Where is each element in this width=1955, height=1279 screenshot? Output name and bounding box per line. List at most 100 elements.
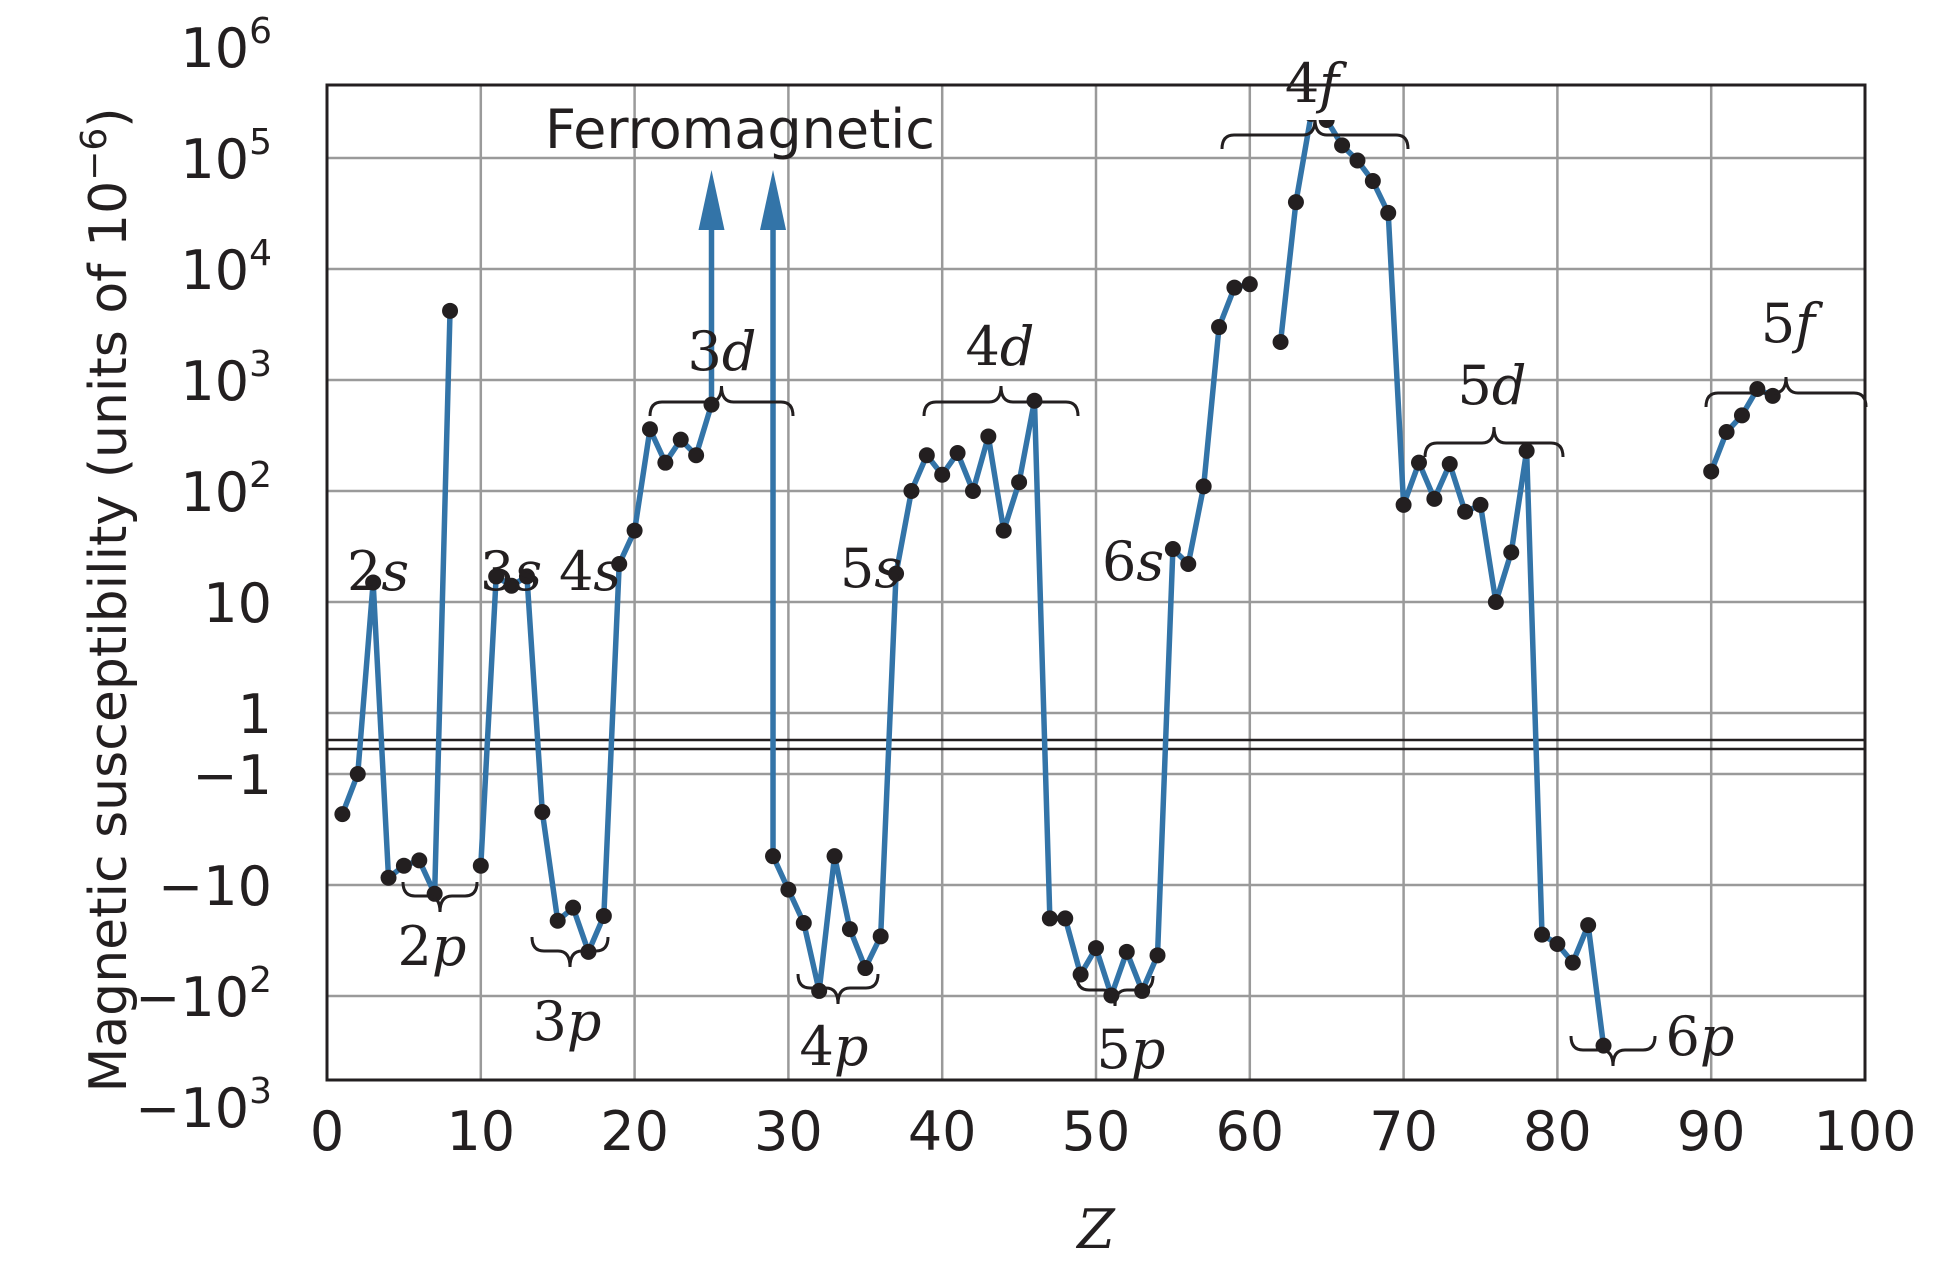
- data-point: [765, 848, 782, 865]
- data-point: [795, 915, 812, 932]
- shell-label: 5d: [1458, 354, 1527, 417]
- data-point: [1749, 380, 1766, 397]
- label-backdrop: [1262, 60, 1357, 120]
- data-point: [1487, 594, 1504, 610]
- data-point: [1503, 544, 1520, 561]
- data-point: [1041, 910, 1058, 927]
- data-point: [1011, 474, 1028, 491]
- x-tick-labels: 0 10 20 30 40 50 60 70 80 90 100: [310, 1100, 1917, 1163]
- data-point: [980, 428, 997, 445]
- data-point: [442, 302, 459, 319]
- x-tick-label: 0: [310, 1100, 344, 1163]
- y-axis-label-close: ): [79, 107, 139, 127]
- shell-brace: [1569, 1035, 1657, 1067]
- y-tick-label: 10: [203, 572, 272, 635]
- data-point: [334, 806, 351, 823]
- data-point: [565, 899, 582, 916]
- y-tick-label: 102: [180, 455, 272, 524]
- data-point: [611, 555, 628, 572]
- zero-band: [327, 738, 1865, 751]
- data-point: [872, 928, 889, 945]
- data-point: [1364, 173, 1381, 190]
- ferromagnetic-arrows: [698, 170, 787, 230]
- shell-label: 5p: [1097, 1018, 1166, 1081]
- data-point: [672, 431, 689, 448]
- shell-label: 6p: [1666, 1005, 1735, 1068]
- plot-frame: [325, 83, 1867, 1082]
- shell-label: 2p: [398, 915, 467, 978]
- data-point: [1195, 478, 1212, 495]
- y-tick-label: −1: [192, 744, 272, 807]
- data-point: [1334, 137, 1351, 154]
- y-tick-label: −10: [158, 855, 272, 918]
- shell-brace: [1704, 376, 1868, 408]
- data-point: [1211, 319, 1228, 336]
- shell-brace: [922, 385, 1080, 417]
- x-tick-label: 90: [1677, 1100, 1746, 1163]
- x-tick-label: 50: [1062, 1100, 1131, 1163]
- shell-label: 4s: [559, 540, 621, 603]
- data-point: [1287, 194, 1304, 211]
- data-point: [1226, 279, 1243, 296]
- data-point: [1718, 424, 1735, 441]
- data-point: [1426, 490, 1443, 507]
- x-tick-label: 20: [600, 1100, 669, 1163]
- shell-label: 3p: [533, 990, 602, 1053]
- y-tick-label: −103: [135, 1071, 272, 1140]
- y-tick-label: 105: [180, 122, 272, 191]
- shell-brace: [1423, 426, 1565, 458]
- data-point: [1118, 943, 1135, 960]
- shell-label: 3d: [688, 320, 757, 383]
- ferromagnetic-arrow: [760, 170, 787, 230]
- shell-brace: [1075, 975, 1155, 1007]
- shell-annotations: Ferromagnetic2s2p3s3p4s3d4p5s4d5p6s4f5d6…: [347, 52, 1868, 1081]
- grid: [327, 85, 1865, 1080]
- data-point: [1733, 407, 1750, 424]
- y-tick-label: 104: [180, 233, 272, 302]
- data-point: [780, 881, 797, 898]
- data-points: [334, 105, 1781, 1054]
- data-point: [688, 447, 705, 464]
- shell-brace: [401, 881, 479, 913]
- shell-label: 4d: [966, 315, 1035, 378]
- data-point: [657, 454, 674, 471]
- data-point: [641, 421, 658, 438]
- data-point: [811, 982, 828, 999]
- data-point: [426, 885, 443, 902]
- data-point: [857, 960, 874, 977]
- x-axis-label: Z: [1075, 1198, 1116, 1261]
- data-point: [1272, 333, 1289, 350]
- x-tick-label: 40: [908, 1100, 977, 1163]
- data-point: [1241, 276, 1258, 293]
- shell-brace: [648, 385, 795, 417]
- data-point: [1395, 496, 1412, 513]
- y-tick-label: 1: [238, 683, 272, 746]
- data-point: [1703, 463, 1720, 480]
- data-point: [534, 804, 551, 821]
- y-tick-label: 103: [180, 344, 272, 413]
- data-point: [841, 921, 858, 938]
- data-point: [1088, 940, 1104, 957]
- data-point: [964, 483, 981, 499]
- data-point: [518, 568, 535, 585]
- ferromagnetic-arrow: [698, 170, 725, 230]
- x-tick-label: 70: [1369, 1100, 1438, 1163]
- data-point: [1149, 947, 1166, 964]
- data-point: [1764, 387, 1781, 404]
- data-point: [1164, 541, 1181, 558]
- x-tick-label: 80: [1523, 1100, 1592, 1163]
- shell-label: 5f: [1761, 292, 1823, 355]
- data-point: [349, 766, 366, 782]
- data-point: [826, 848, 843, 865]
- data-point: [1472, 496, 1489, 513]
- data-point: [903, 483, 920, 499]
- data-point: [934, 466, 951, 483]
- data-point: [365, 574, 382, 591]
- data-point: [1057, 910, 1074, 927]
- data-point: [549, 912, 566, 929]
- data-point: [472, 857, 489, 874]
- data-point: [1534, 926, 1551, 943]
- data-point: [995, 522, 1012, 539]
- shell-brace: [796, 973, 880, 1005]
- data-point: [411, 852, 428, 869]
